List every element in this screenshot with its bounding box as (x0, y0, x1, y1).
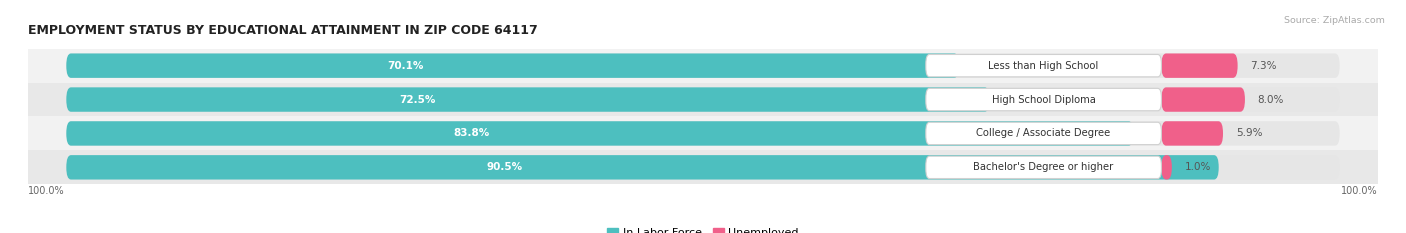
Text: 7.3%: 7.3% (1250, 61, 1277, 71)
FancyBboxPatch shape (66, 121, 1133, 146)
FancyBboxPatch shape (1161, 53, 1237, 78)
Bar (28, 83, 1378, 116)
FancyBboxPatch shape (66, 155, 1340, 180)
Text: Source: ZipAtlas.com: Source: ZipAtlas.com (1284, 16, 1385, 25)
Text: 83.8%: 83.8% (454, 128, 489, 138)
Text: 1.0%: 1.0% (1185, 162, 1211, 172)
FancyBboxPatch shape (1161, 155, 1171, 180)
FancyBboxPatch shape (66, 87, 990, 112)
Text: 5.9%: 5.9% (1236, 128, 1263, 138)
FancyBboxPatch shape (66, 53, 959, 78)
FancyBboxPatch shape (925, 88, 1161, 111)
Bar (28, 150, 1378, 184)
Text: Bachelor's Degree or higher: Bachelor's Degree or higher (973, 162, 1114, 172)
FancyBboxPatch shape (925, 156, 1161, 178)
FancyBboxPatch shape (66, 121, 1340, 146)
Bar (28, 49, 1378, 83)
Text: 8.0%: 8.0% (1258, 95, 1284, 105)
Text: 70.1%: 70.1% (387, 61, 423, 71)
Bar (28, 116, 1378, 150)
Text: 72.5%: 72.5% (399, 95, 436, 105)
FancyBboxPatch shape (66, 87, 1340, 112)
Text: College / Associate Degree: College / Associate Degree (977, 128, 1111, 138)
Text: High School Diploma: High School Diploma (991, 95, 1095, 105)
FancyBboxPatch shape (66, 155, 1219, 180)
FancyBboxPatch shape (1161, 121, 1223, 146)
Text: EMPLOYMENT STATUS BY EDUCATIONAL ATTAINMENT IN ZIP CODE 64117: EMPLOYMENT STATUS BY EDUCATIONAL ATTAINM… (28, 24, 538, 37)
Text: 100.0%: 100.0% (28, 186, 65, 196)
FancyBboxPatch shape (925, 55, 1161, 77)
Text: Less than High School: Less than High School (988, 61, 1098, 71)
Text: 100.0%: 100.0% (1341, 186, 1378, 196)
Text: 90.5%: 90.5% (486, 162, 522, 172)
FancyBboxPatch shape (925, 122, 1161, 145)
Legend: In Labor Force, Unemployed: In Labor Force, Unemployed (603, 223, 803, 233)
FancyBboxPatch shape (66, 53, 1340, 78)
FancyBboxPatch shape (1161, 87, 1244, 112)
